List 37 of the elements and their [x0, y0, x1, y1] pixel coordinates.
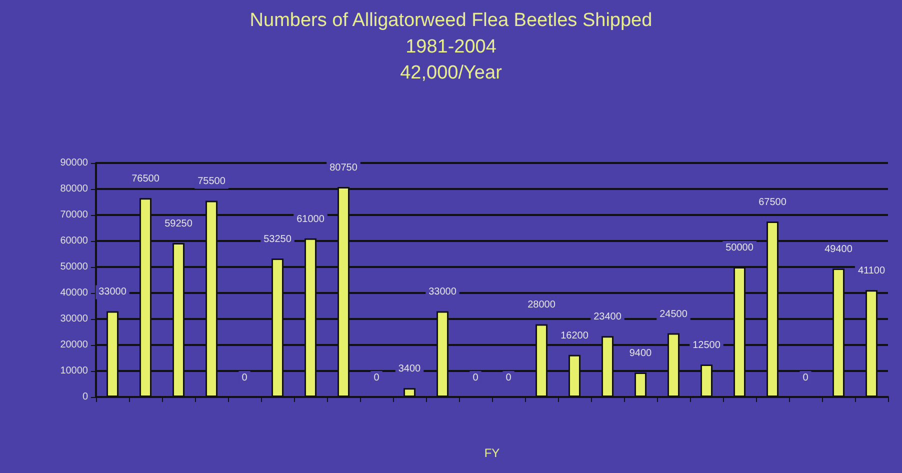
data-label: 23400 [594, 312, 622, 323]
data-label: 0 [242, 372, 248, 384]
x-axis-title: FY [484, 446, 500, 460]
y-tick-label: 40000 [60, 288, 88, 298]
data-label: 12500 [692, 340, 721, 351]
y-tick-label: 90000 [60, 158, 88, 168]
data-label: 33000 [98, 286, 127, 298]
data-label: 61000 [296, 214, 325, 225]
y-tick-label: 80000 [60, 184, 88, 194]
data-label: 16200 [560, 330, 589, 342]
y-tick-label: 20000 [60, 340, 88, 350]
data-label: 0 [802, 372, 809, 384]
data-label: 49400 [824, 244, 853, 256]
data-label: 24500 [660, 308, 688, 320]
data-label: 9400 [629, 348, 652, 360]
y-tick-label: 30000 [60, 314, 88, 324]
data-label: 67500 [758, 197, 787, 208]
data-label: 0 [472, 372, 479, 384]
y-tick-label: 70000 [60, 210, 88, 220]
data-label: 3400 [398, 364, 422, 375]
data-label: 28000 [528, 300, 556, 311]
y-tick-label: 10000 [60, 366, 88, 376]
data-label: 76500 [132, 174, 160, 185]
data-label: 75500 [198, 176, 226, 188]
data-label: 50000 [726, 242, 754, 254]
y-tick-label: 0 [82, 392, 88, 402]
y-tick-label: 50000 [60, 262, 88, 272]
data-label: 0 [506, 372, 512, 384]
data-label: 41100 [858, 266, 886, 277]
chart-subtitle: 1981-2004 42,000/Year [400, 36, 503, 84]
chart-title: Numbers of Alligatorweed Flea Beetles Shipped [250, 10, 652, 31]
data-label: 0 [374, 372, 380, 384]
y-tick-label: 60000 [60, 236, 88, 246]
data-label: 33000 [428, 286, 457, 298]
data-label: 53250 [264, 234, 292, 246]
data-label: 80750 [330, 162, 358, 174]
data-label: 59250 [164, 218, 193, 230]
